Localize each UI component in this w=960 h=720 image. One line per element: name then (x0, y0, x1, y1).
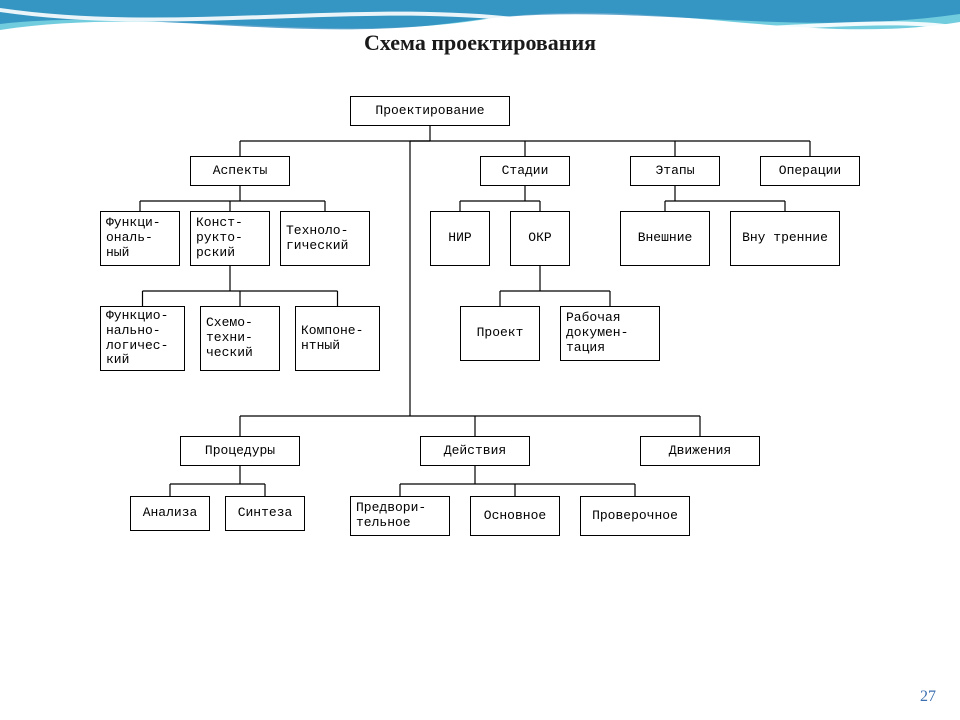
node-prelim: Предвори-тельное (350, 496, 450, 536)
node-funclog: Функцио-нально-логичес-кий (100, 306, 185, 371)
node-ops: Операции (760, 156, 860, 186)
node-actions: Действия (420, 436, 530, 466)
node-main: Основное (470, 496, 560, 536)
node-root: Проектирование (350, 96, 510, 126)
slide: Схема проектирования Проектирование Аспек… (0, 0, 960, 720)
node-synth: Синтеза (225, 496, 305, 531)
node-okr: ОКР (510, 211, 570, 266)
node-constr: Конст-рукто-рский (190, 211, 270, 266)
node-tech: Техноло-гический (280, 211, 370, 266)
node-check: Проверочное (580, 496, 690, 536)
node-analysis: Анализа (130, 496, 210, 531)
node-nir: НИР (430, 211, 490, 266)
node-aspects: Аспекты (190, 156, 290, 186)
node-project: Проект (460, 306, 540, 361)
node-stages: Стадии (480, 156, 570, 186)
org-diagram: Проектирование Аспекты Стадии Этапы Операции… (60, 96, 900, 656)
node-motions: Движения (640, 436, 760, 466)
node-int: Вну тренние (730, 211, 840, 266)
node-proc: Процедуры (180, 436, 300, 466)
slide-title: Схема проектирования (0, 30, 960, 56)
node-workdoc: Рабочаядокумен-тация (560, 306, 660, 361)
node-ext: Внешние (620, 211, 710, 266)
node-comp: Компоне-нтный (295, 306, 380, 371)
node-phases: Этапы (630, 156, 720, 186)
node-func: Функци-ональ-ный (100, 211, 180, 266)
page-number: 27 (920, 688, 936, 706)
node-schemtech: Схемо-техни-ческий (200, 306, 280, 371)
